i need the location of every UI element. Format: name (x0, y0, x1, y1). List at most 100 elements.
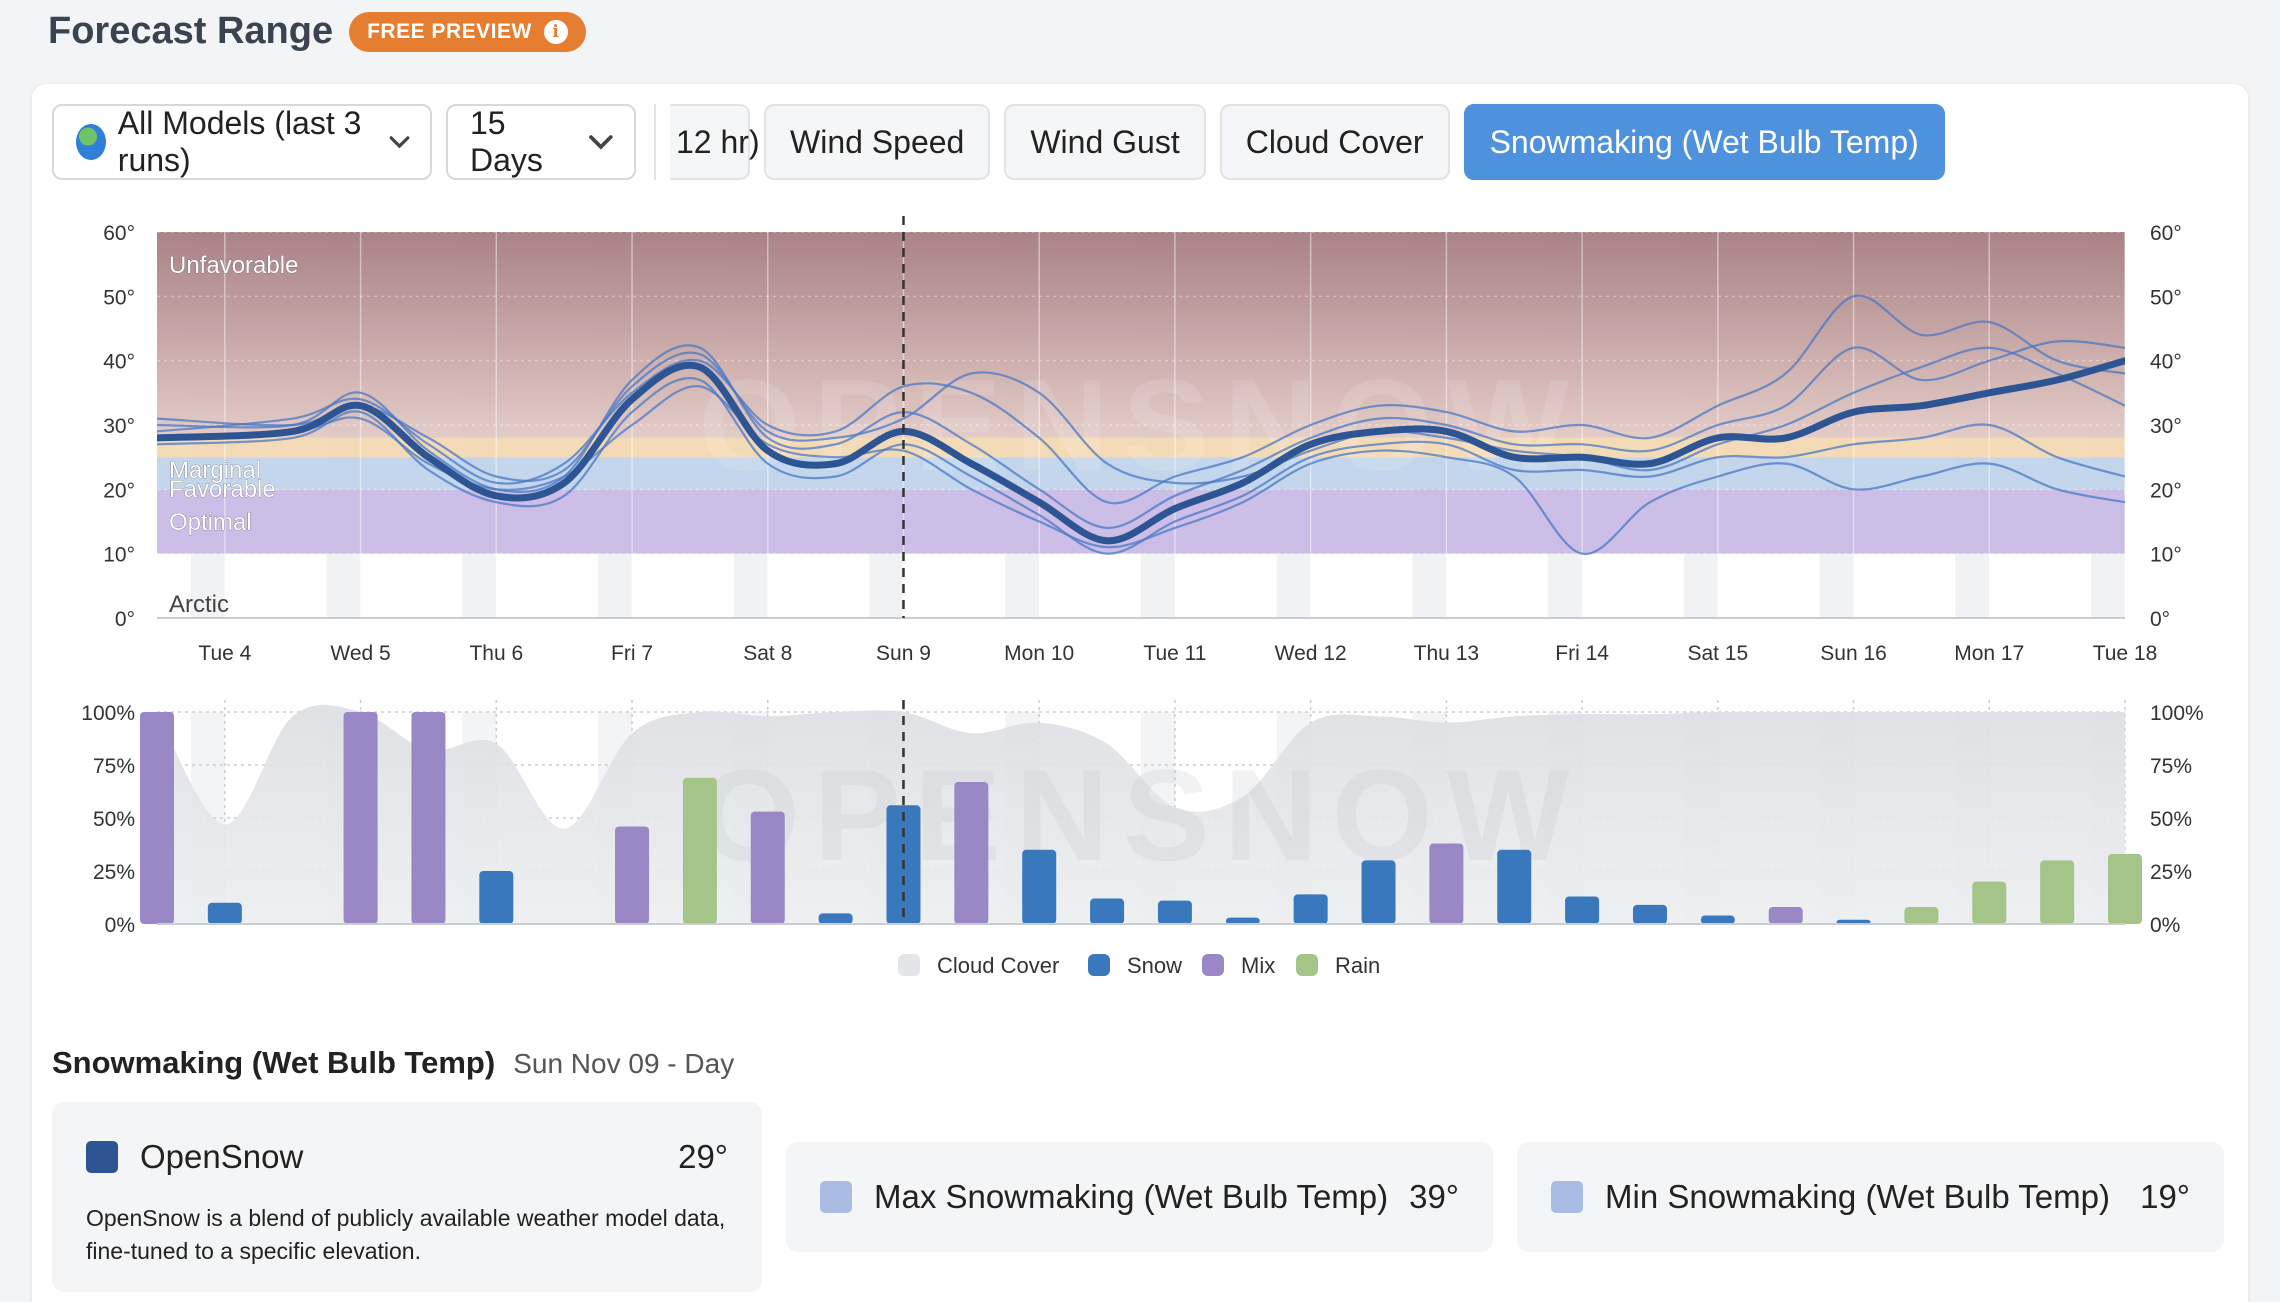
mix-bar (1768, 907, 1803, 924)
chevron-down-icon (389, 136, 410, 149)
globe-icon (76, 124, 106, 160)
tab-label: Cloud Cover (1245, 123, 1424, 160)
badge-label: FREE PREVIEW (367, 19, 532, 43)
free-preview-badge[interactable]: FREE PREVIEW i (349, 11, 586, 52)
mix-bar (140, 712, 174, 924)
y-tick-right: 10° (2150, 544, 2182, 567)
min-label: Min Snowmaking (Wet Bulb Temp) (1605, 1178, 2110, 1215)
x-tick: Tue 4 (198, 642, 251, 665)
y-tick-left: 60° (103, 222, 135, 245)
tab-label: 12 hr) (676, 123, 760, 160)
model-line-5 (157, 346, 2125, 485)
mix-bar (750, 811, 785, 924)
model-select-value: All Models (last 3 runs) (117, 105, 362, 178)
x-tick: Thu 6 (469, 642, 523, 665)
temp-series (157, 294, 2125, 555)
legend-swatch (1088, 954, 1110, 976)
legend-label: Mix (1241, 953, 1275, 978)
min-swatch (1551, 1181, 1583, 1213)
x-tick: Sat 8 (743, 642, 792, 665)
mix-bar (615, 826, 650, 924)
snow-bar (1632, 904, 1667, 924)
y-tick-left: 0% (105, 914, 135, 937)
max-value: 39° (1409, 1178, 1459, 1215)
legend-swatch (1296, 954, 1318, 976)
model-select[interactable]: All Models (last 3 runs) (52, 104, 432, 180)
snow-bar (1293, 894, 1328, 924)
x-tick: Fri 14 (1555, 642, 1609, 665)
y-tick-right: 75% (2150, 755, 2192, 778)
page-title: Forecast Range (48, 10, 334, 52)
max-card: Max Snowmaking (Wet Bulb Temp) 39° (786, 1142, 1493, 1252)
model-line-2 (157, 377, 2125, 555)
snow-bar (1157, 900, 1192, 924)
model-line-1 (157, 339, 2125, 530)
x-tick: Thu 13 (1414, 642, 1479, 665)
watermark: OPENSNOW (699, 742, 1584, 888)
y-tick-left: 50% (93, 808, 135, 831)
details-heading: Snowmaking (Wet Bulb Temp) Sun Nov 09 - … (52, 1045, 734, 1081)
tab-wind-speed[interactable]: Wind Speed (764, 104, 991, 180)
tab-cloud-cover[interactable]: Cloud Cover (1219, 104, 1450, 180)
rain-bar (1904, 907, 1939, 924)
x-tick: Wed 12 (1275, 642, 1347, 665)
controls-bar: All Models (last 3 runs) 15 Days 12 hr) … (52, 104, 1945, 180)
rain-bar (2040, 860, 2075, 924)
snow-bar (1565, 896, 1600, 924)
opensnow-description: OpenSnow is a blend of publicly availabl… (86, 1205, 726, 1264)
legend-label: Snow (1127, 953, 1182, 978)
mix-bar (411, 712, 446, 924)
x-tick: Fri 7 (611, 642, 653, 665)
tab-snowmaking[interactable]: Snowmaking (Wet Bulb Temp) (1463, 104, 1945, 180)
zone-label-marginal: Marginal (169, 457, 261, 484)
legend-label: Rain (1335, 953, 1380, 978)
snow-bar (207, 902, 242, 924)
mix-bar (343, 712, 378, 924)
opensnow-value: 29° (678, 1138, 728, 1175)
y-tick-right: 0° (2150, 608, 2170, 631)
days-select[interactable]: 15 Days (446, 104, 636, 180)
opensnow-line (157, 357, 2125, 545)
y-tick-left: 75% (93, 755, 135, 778)
legend-swatch (1202, 954, 1224, 976)
chevron-down-icon (589, 135, 613, 150)
y-tick-right: 25% (2150, 861, 2192, 884)
tab-precip-12hr[interactable]: 12 hr) (670, 104, 760, 180)
snow-bar (818, 913, 853, 924)
legend-label: Cloud Cover (937, 953, 1059, 978)
tab-label: Snowmaking (Wet Bulb Temp) (1489, 123, 1919, 160)
y-tick-left: 25% (93, 861, 135, 884)
y-tick-right: 30° (2150, 415, 2182, 438)
zone-label-arctic: Arctic (169, 591, 229, 618)
y-tick-right: 0% (2150, 914, 2180, 937)
tab-label: Wind Gust (1030, 123, 1180, 160)
days-select-value: 15 Days (470, 105, 543, 178)
details-title: Snowmaking (Wet Bulb Temp) (52, 1045, 496, 1080)
zone-label-optimal: Optimal (169, 509, 252, 536)
snow-bar (1497, 849, 1532, 924)
max-swatch (820, 1181, 852, 1213)
y-tick-right: 100% (2150, 702, 2204, 725)
opensnow-label: OpenSnow (140, 1138, 304, 1175)
legend-swatch (898, 954, 920, 976)
snow-bar (1836, 919, 1871, 924)
info-icon[interactable]: i (543, 19, 568, 44)
y-tick-left: 20° (103, 479, 135, 502)
tabs-scroll-edge (654, 104, 656, 180)
snow-bar (479, 871, 514, 924)
x-tick: Tue 11 (1143, 642, 1206, 665)
x-tick: Mon 10 (1004, 642, 1074, 665)
snow-bar (1700, 915, 1735, 924)
snow-bar (1361, 860, 1396, 924)
min-value: 19° (2140, 1178, 2190, 1215)
x-tick: Mon 17 (1954, 642, 2024, 665)
mix-bar (1429, 843, 1464, 924)
band-unfavorable (157, 232, 2125, 438)
snow-bar (1090, 898, 1125, 924)
x-tick: Sun 16 (1820, 642, 1887, 665)
x-tick: Sun 9 (876, 642, 931, 665)
tab-wind-gust[interactable]: Wind Gust (1004, 104, 1206, 180)
x-tick: Wed 5 (330, 642, 390, 665)
y-tick-left: 40° (103, 351, 135, 374)
